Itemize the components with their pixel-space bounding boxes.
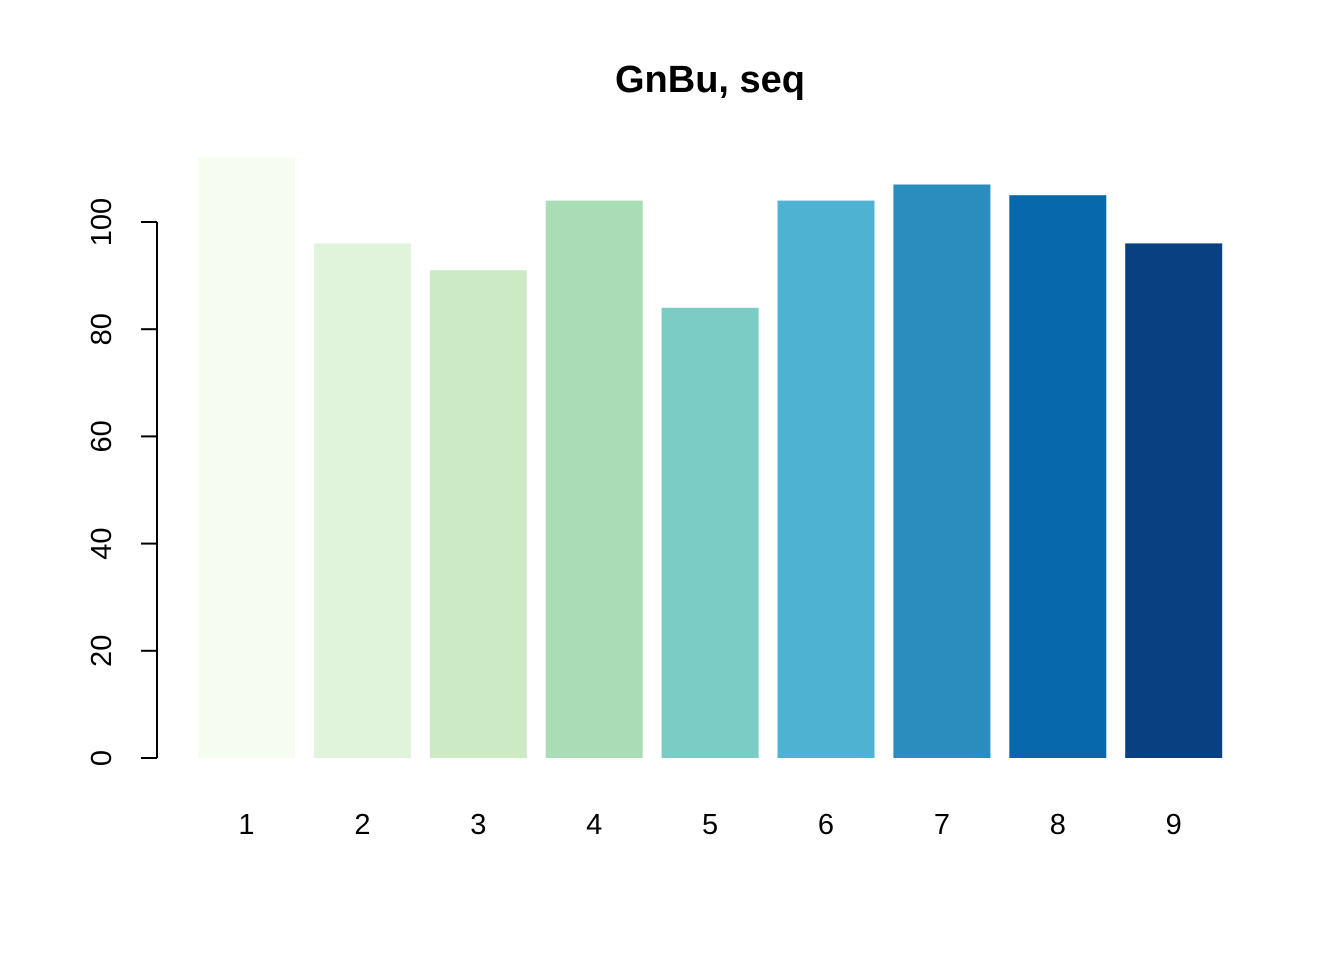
chart-title: GnBu, seq <box>615 59 805 101</box>
y-tick-label: 80 <box>86 313 118 345</box>
x-tick-label: 6 <box>818 809 834 841</box>
x-tick-label: 8 <box>1050 809 1066 841</box>
y-tick-label: 20 <box>86 635 118 667</box>
bar-4 <box>545 200 643 759</box>
bar-7 <box>893 184 991 758</box>
bar-3 <box>429 270 527 758</box>
y-tick-label: 60 <box>86 420 118 452</box>
bar-6 <box>777 200 875 759</box>
bar-9 <box>1125 243 1223 758</box>
y-tick-label: 0 <box>86 750 118 766</box>
x-tick-label: 2 <box>354 809 370 841</box>
x-tick-label: 1 <box>238 809 254 841</box>
bar-2 <box>313 243 411 758</box>
x-axis-labels: 1 2 3 4 5 6 7 8 9 <box>238 809 1181 841</box>
x-tick-label: 5 <box>702 809 718 841</box>
y-tick-label: 100 <box>86 198 118 246</box>
bar-5 <box>661 307 759 758</box>
x-tick-label: 3 <box>470 809 486 841</box>
y-axis: 0 20 40 60 80 100 <box>86 198 158 766</box>
y-tick-label: 40 <box>86 527 118 559</box>
bars-group <box>198 157 1223 759</box>
bar-1 <box>198 157 295 758</box>
x-tick-label: 4 <box>586 809 602 841</box>
x-tick-label: 7 <box>934 809 950 841</box>
bar-8 <box>1009 195 1107 758</box>
x-tick-label: 9 <box>1166 809 1182 841</box>
